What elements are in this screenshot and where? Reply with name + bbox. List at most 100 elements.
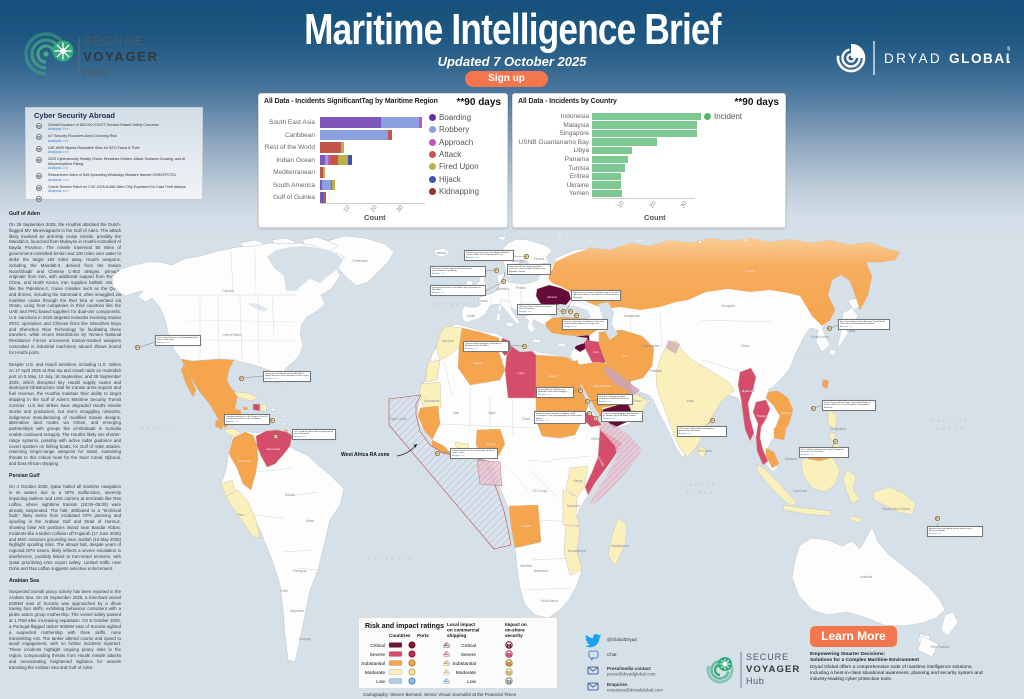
- svg-text:Mongolia: Mongolia: [722, 304, 735, 308]
- svg-text:▮▮: ▮▮: [507, 652, 512, 657]
- svg-text:Iran: Iran: [622, 354, 628, 358]
- svg-text:China: China: [741, 344, 750, 348]
- svg-text:Tanzania: Tanzania: [567, 504, 580, 508]
- svg-text:Germany: Germany: [496, 287, 510, 291]
- svg-text:I N D I A N: I N D I A N: [684, 483, 716, 487]
- svg-text:Moderate: Moderate: [365, 670, 386, 676]
- svg-text:Hub: Hub: [746, 676, 764, 686]
- svg-text:press@dryadglobal.com: press@dryadglobal.com: [607, 672, 656, 677]
- svg-text:Sweden: Sweden: [512, 259, 524, 263]
- svg-text:Chat: Chat: [607, 652, 617, 657]
- svg-text:Critical: Critical: [461, 643, 476, 649]
- svg-text:shipping: shipping: [447, 633, 466, 638]
- svg-text:Poland: Poland: [516, 286, 526, 290]
- svg-text:DR Congo: DR Congo: [533, 489, 548, 493]
- svg-text:Malaysia: Malaysia: [785, 457, 798, 461]
- svg-text:Local impact: Local impact: [447, 622, 476, 627]
- svg-text:®: ®: [1007, 46, 1010, 53]
- svg-text:Namibia: Namibia: [520, 564, 532, 568]
- svg-text:Oman: Oman: [633, 399, 642, 403]
- svg-text:Morocco: Morocco: [442, 339, 454, 343]
- svg-text:Niger: Niger: [488, 411, 497, 415]
- svg-text:▮▮: ▮▮: [507, 670, 512, 675]
- svg-text:@GlobalDryad: @GlobalDryad: [607, 637, 637, 642]
- svg-text:New Zealand: New Zealand: [931, 645, 950, 649]
- svg-text:Algeria: Algeria: [473, 361, 483, 365]
- svg-text:Cape Verde: Cape Verde: [390, 417, 407, 421]
- svg-text:Chile: Chile: [280, 589, 287, 593]
- svg-text:enquiries@dryadglobal.com: enquiries@dryadglobal.com: [607, 688, 663, 693]
- svg-text:A T L A N T I C: A T L A N T I C: [432, 303, 477, 307]
- svg-text:Low: Low: [467, 679, 476, 685]
- svg-text:South Africa: South Africa: [540, 599, 557, 603]
- svg-text:Paraguay: Paraguay: [293, 569, 307, 573]
- svg-text:O C E A N: O C E A N: [686, 491, 714, 495]
- svg-text:⛴: ⛴: [443, 678, 450, 685]
- svg-text:Kazakhstan: Kazakhstan: [624, 314, 641, 318]
- svg-text:Indonesia: Indonesia: [793, 489, 807, 493]
- svg-text:Madagascar: Madagascar: [611, 544, 629, 548]
- svg-text:SECURE: SECURE: [83, 34, 145, 48]
- svg-text:Risk and impact ratings: Risk and impact ratings: [365, 623, 444, 630]
- svg-text:VOYAGER: VOYAGER: [83, 49, 159, 64]
- svg-text:DRYAD: DRYAD: [884, 51, 942, 66]
- svg-text:Mauritania: Mauritania: [425, 399, 440, 403]
- svg-text:Canada: Canada: [222, 289, 233, 293]
- svg-text:Myanmar: Myanmar: [742, 389, 755, 393]
- svg-text:Bolivia: Bolivia: [285, 493, 295, 497]
- svg-text:Russia: Russia: [745, 269, 755, 273]
- svg-text:Angola: Angola: [521, 524, 531, 528]
- svg-text:Finland: Finland: [534, 257, 545, 261]
- svg-text:Substantial: Substantial: [452, 661, 476, 667]
- svg-text:Moderate: Moderate: [456, 670, 477, 676]
- svg-text:▮▮: ▮▮: [507, 661, 512, 666]
- svg-text:Hub: Hub: [83, 65, 108, 79]
- svg-text:Uruguay: Uruguay: [299, 637, 311, 641]
- svg-text:Ports: Ports: [417, 633, 429, 638]
- svg-text:Sri Lanka: Sri Lanka: [698, 449, 712, 453]
- svg-text:Kenya: Kenya: [573, 479, 582, 483]
- svg-text:Mozambique: Mozambique: [568, 549, 586, 553]
- svg-text:Severe: Severe: [370, 652, 386, 658]
- svg-text:Brazil: Brazil: [306, 519, 314, 523]
- svg-text:Countries: Countries: [389, 633, 411, 638]
- svg-text:P A C I F I C: P A C I F I C: [142, 427, 179, 431]
- svg-text:Iceland: Iceland: [436, 251, 447, 255]
- svg-text:SECURE: SECURE: [746, 652, 789, 662]
- svg-text:⛴: ⛴: [443, 660, 450, 667]
- svg-text:Colombia: Colombia: [238, 459, 251, 463]
- svg-text:Vietnam: Vietnam: [781, 411, 792, 415]
- svg-text:India: India: [687, 399, 694, 403]
- svg-text:Mexico: Mexico: [194, 396, 204, 400]
- svg-text:▮▮: ▮▮: [507, 679, 512, 684]
- svg-text:Ukraine: Ukraine: [547, 295, 558, 299]
- svg-text:Low: Low: [376, 679, 385, 685]
- svg-text:Thailand: Thailand: [756, 414, 768, 418]
- svg-text:Philippines: Philippines: [830, 427, 846, 431]
- svg-text:Japan: Japan: [847, 329, 856, 333]
- svg-text:Australia: Australia: [860, 575, 873, 579]
- svg-text:United States: United States: [222, 333, 242, 337]
- svg-text:Myanmar: Myanmar: [741, 389, 755, 393]
- svg-text:Severe: Severe: [461, 652, 477, 658]
- svg-text:South Korea: South Korea: [811, 335, 829, 339]
- svg-text:Mali: Mali: [453, 411, 459, 415]
- svg-text:Syria: Syria: [578, 341, 585, 345]
- svg-text:Iraq: Iraq: [593, 350, 599, 354]
- svg-text:Enquiries: Enquiries: [607, 682, 628, 687]
- svg-text:▮▮: ▮▮: [507, 643, 512, 648]
- svg-text:Libya: Libya: [517, 371, 525, 375]
- svg-text:Substantial: Substantial: [361, 661, 385, 667]
- svg-text:VOYAGER: VOYAGER: [746, 664, 800, 675]
- svg-text:France: France: [478, 299, 488, 303]
- svg-text:Saudi Arabia: Saudi Arabia: [593, 384, 610, 388]
- svg-text:Chad: Chad: [522, 417, 530, 421]
- svg-text:Pakistan: Pakistan: [650, 369, 662, 373]
- svg-text:Venezuela: Venezuela: [266, 447, 280, 451]
- svg-text:Critical: Critical: [370, 643, 385, 649]
- svg-text:⛴: ⛴: [443, 669, 450, 676]
- svg-text:A T L A N T I C: A T L A N T I C: [367, 557, 412, 561]
- svg-text:Peru: Peru: [238, 513, 245, 517]
- svg-text:Argentina: Argentina: [290, 609, 304, 613]
- svg-text:security: security: [505, 633, 523, 638]
